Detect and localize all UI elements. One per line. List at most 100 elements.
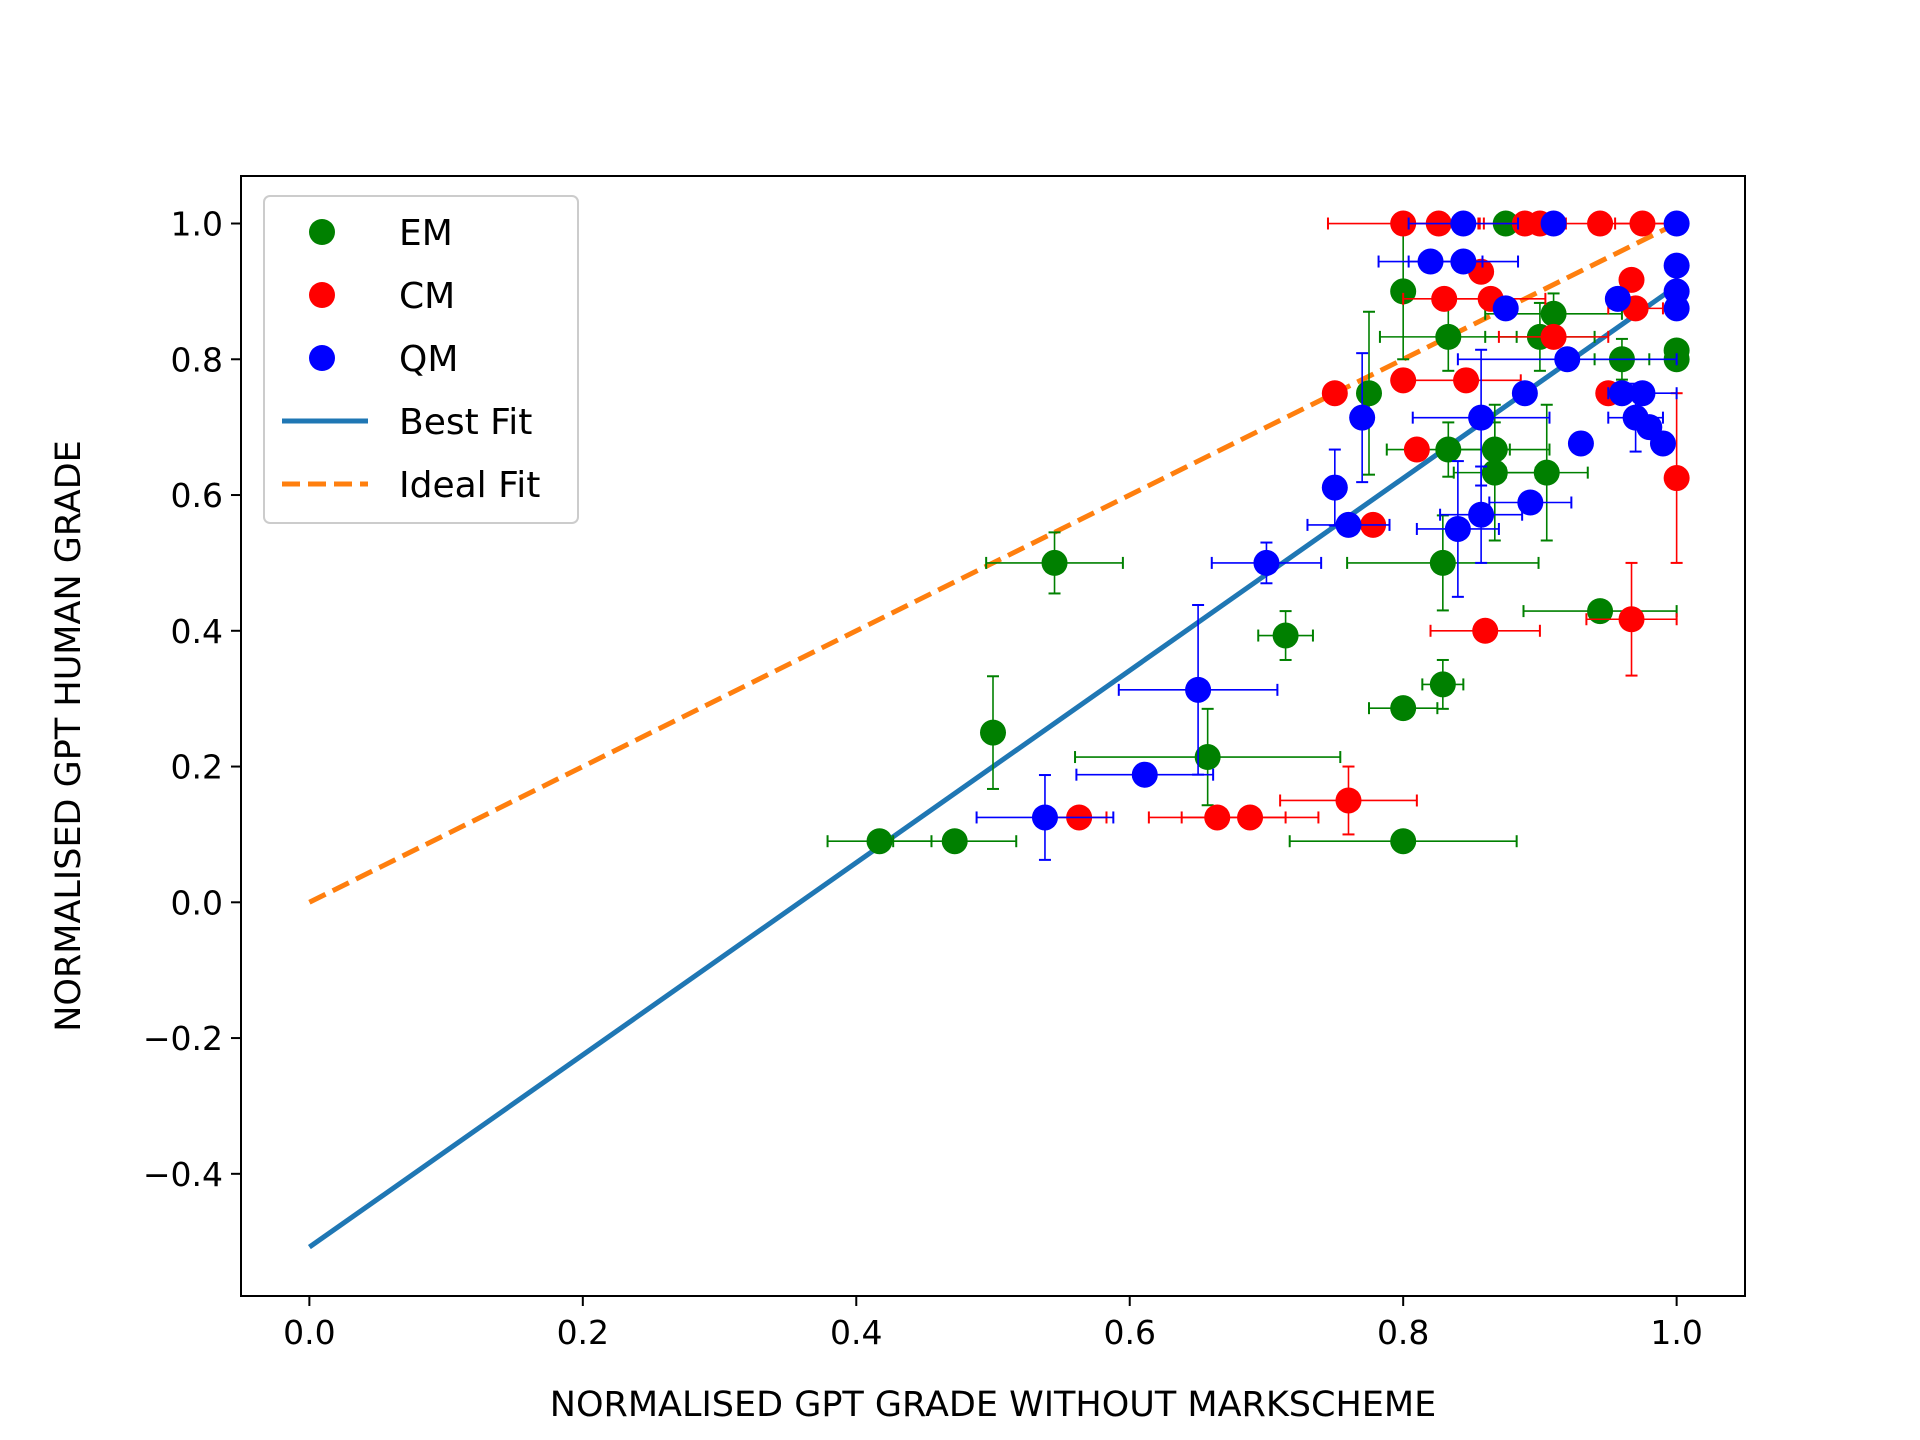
point-marker [1321, 474, 1348, 501]
data-point-cm [1403, 436, 1430, 463]
data-point-qm [1306, 511, 1391, 538]
data-point-qm [1321, 448, 1348, 527]
data-point-cm [1180, 804, 1320, 831]
data-point-em [1356, 310, 1382, 476]
data-point-em [1504, 403, 1589, 542]
x-tick-label: 1.0 [1650, 1313, 1702, 1352]
data-point-em [1257, 610, 1314, 661]
data-point-qm [1407, 210, 1520, 237]
legend-marker [309, 282, 335, 308]
legend-label: EM [399, 213, 453, 254]
point-marker [1390, 278, 1417, 305]
point-marker [1185, 676, 1212, 703]
y-tick-label: 0.0 [171, 883, 223, 922]
point-marker [1272, 622, 1299, 649]
point-marker [1435, 323, 1462, 350]
point-marker [1403, 436, 1430, 463]
point-marker [1663, 337, 1690, 364]
point-marker [866, 828, 893, 855]
point-marker [1663, 295, 1690, 322]
y-tick-label: 0.8 [171, 340, 223, 379]
point-marker [1554, 346, 1581, 373]
legend-label: CM [399, 276, 455, 317]
point-marker [1450, 210, 1477, 237]
point-marker [1663, 465, 1690, 492]
legend-marker [309, 219, 335, 245]
data-point-em [1074, 707, 1342, 807]
point-marker [1444, 515, 1471, 542]
y-tick-label: −0.2 [143, 1019, 223, 1058]
point-marker [1540, 323, 1567, 350]
data-point-qm [1663, 295, 1690, 322]
data-point-qm [1411, 348, 1551, 487]
data-point-qm [1663, 252, 1690, 279]
data-point-qm [1407, 248, 1520, 275]
series-qm [975, 210, 1690, 861]
x-axis-ticks: 0.0 0.2 0.4 0.6 0.8 1.0 [283, 1296, 1703, 1352]
point-marker [1390, 828, 1417, 855]
data-point-cm [1410, 367, 1522, 394]
data-point-qm [1075, 761, 1215, 788]
legend-entry-best-fit: Best Fit [282, 402, 532, 443]
x-axis-label: NORMALISED GPT GRADE WITHOUT MARKSCHEME [550, 1385, 1436, 1425]
data-point-em [1663, 337, 1690, 364]
data-point-qm [975, 774, 1115, 861]
point-marker [1468, 404, 1495, 431]
point-marker [1131, 761, 1158, 788]
data-point-qm [1567, 430, 1594, 457]
data-point-cm [1497, 323, 1610, 350]
data-point-em [1522, 598, 1678, 625]
data-point-cm [1321, 380, 1348, 407]
legend-label: Ideal Fit [399, 465, 540, 506]
data-point-cm [1279, 765, 1418, 836]
point-marker [1429, 671, 1456, 698]
data-point-cm [1429, 617, 1541, 644]
y-tick-label: 0.6 [171, 476, 223, 515]
legend: EM CM QM Best Fit Ideal Fit [263, 195, 579, 524]
point-marker [1481, 459, 1508, 486]
point-marker [1540, 300, 1567, 327]
point-marker [1031, 804, 1058, 831]
data-point-cm [1390, 367, 1417, 394]
point-marker [1567, 430, 1594, 457]
point-marker [1390, 695, 1417, 722]
x-tick-label: 0.0 [283, 1313, 335, 1352]
data-point-em [1390, 222, 1417, 361]
point-marker [1321, 380, 1348, 407]
plot-marks [307, 210, 1690, 1250]
data-point-em [1288, 828, 1518, 855]
point-marker [1604, 285, 1631, 312]
legend-box [263, 195, 579, 524]
point-marker [1237, 804, 1264, 831]
data-point-cm [1585, 561, 1678, 677]
point-marker [1349, 404, 1376, 431]
point-marker [1540, 210, 1567, 237]
point-marker [1335, 511, 1362, 538]
plot-frame [240, 175, 1746, 1297]
point-marker [1450, 248, 1477, 275]
x-tick-label: 0.8 [1377, 1313, 1429, 1352]
point-marker [1335, 787, 1362, 814]
point-marker [1453, 367, 1480, 394]
data-point-qm [1604, 285, 1631, 312]
y-tick-label: 1.0 [171, 205, 223, 244]
data-point-qm [1488, 489, 1573, 516]
x-tick-label: 0.2 [557, 1313, 609, 1352]
point-marker [1663, 252, 1690, 279]
data-point-qm [1456, 346, 1678, 373]
data-point-cm [1618, 266, 1645, 293]
point-marker [1587, 598, 1614, 625]
data-point-qm [1663, 210, 1690, 237]
data-point-qm [1117, 603, 1279, 776]
point-marker [980, 719, 1006, 746]
legend-label: QM [399, 339, 458, 380]
series-em [826, 210, 1690, 855]
legend-marker [309, 345, 335, 371]
point-marker [1663, 210, 1690, 237]
data-point-qm [1349, 352, 1376, 484]
data-point-em [892, 828, 1018, 855]
data-point-em [1368, 695, 1439, 722]
point-marker [1492, 295, 1519, 322]
x-tick-label: 0.6 [1103, 1313, 1155, 1352]
data-point-qm [1511, 380, 1538, 407]
